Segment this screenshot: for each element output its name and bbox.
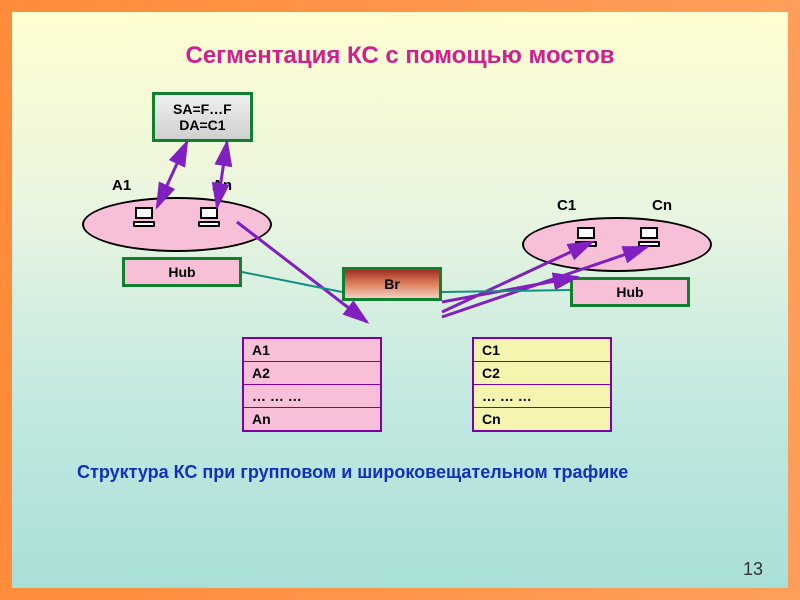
table-row: A2: [244, 362, 380, 385]
hub-c: Hub: [570, 277, 690, 307]
label-c1: C1: [557, 197, 576, 214]
pc-icon: [574, 227, 598, 251]
table-row: C1: [474, 339, 610, 362]
pc-icon: [132, 207, 156, 231]
pc-icon: [637, 227, 661, 251]
label-an: An: [212, 177, 232, 194]
packet-box: SA=F…F DA=C1: [152, 92, 253, 142]
table-row: An: [244, 408, 380, 430]
slide-title: Сегментация КС с помощью мостов: [12, 42, 788, 70]
label-a1: A1: [112, 177, 131, 194]
pc-icon: [197, 207, 221, 231]
lan-c-ellipse: [522, 217, 712, 272]
packet-sa: SA=F…F: [173, 101, 232, 117]
label-cn: Cn: [652, 197, 672, 214]
lan-a-ellipse: [82, 197, 272, 252]
table-row: C2: [474, 362, 610, 385]
page-number: 13: [743, 559, 763, 580]
packet-da: DA=C1: [173, 117, 232, 133]
slide-background: Сегментация КС с помощью мостов SA=F…F D…: [12, 12, 788, 588]
table-row: … … …: [474, 385, 610, 408]
bridge-box: Br: [342, 267, 442, 301]
table-row: A1: [244, 339, 380, 362]
table-a: A1A2… … …An: [242, 337, 382, 432]
footer-text: Структура КС при групповом и широковещат…: [77, 462, 738, 483]
table-row: Cn: [474, 408, 610, 430]
hub-a: Hub: [122, 257, 242, 287]
table-row: … … …: [244, 385, 380, 408]
table-c: C1C2… … …Cn: [472, 337, 612, 432]
slide-frame: Сегментация КС с помощью мостов SA=F…F D…: [0, 0, 800, 600]
